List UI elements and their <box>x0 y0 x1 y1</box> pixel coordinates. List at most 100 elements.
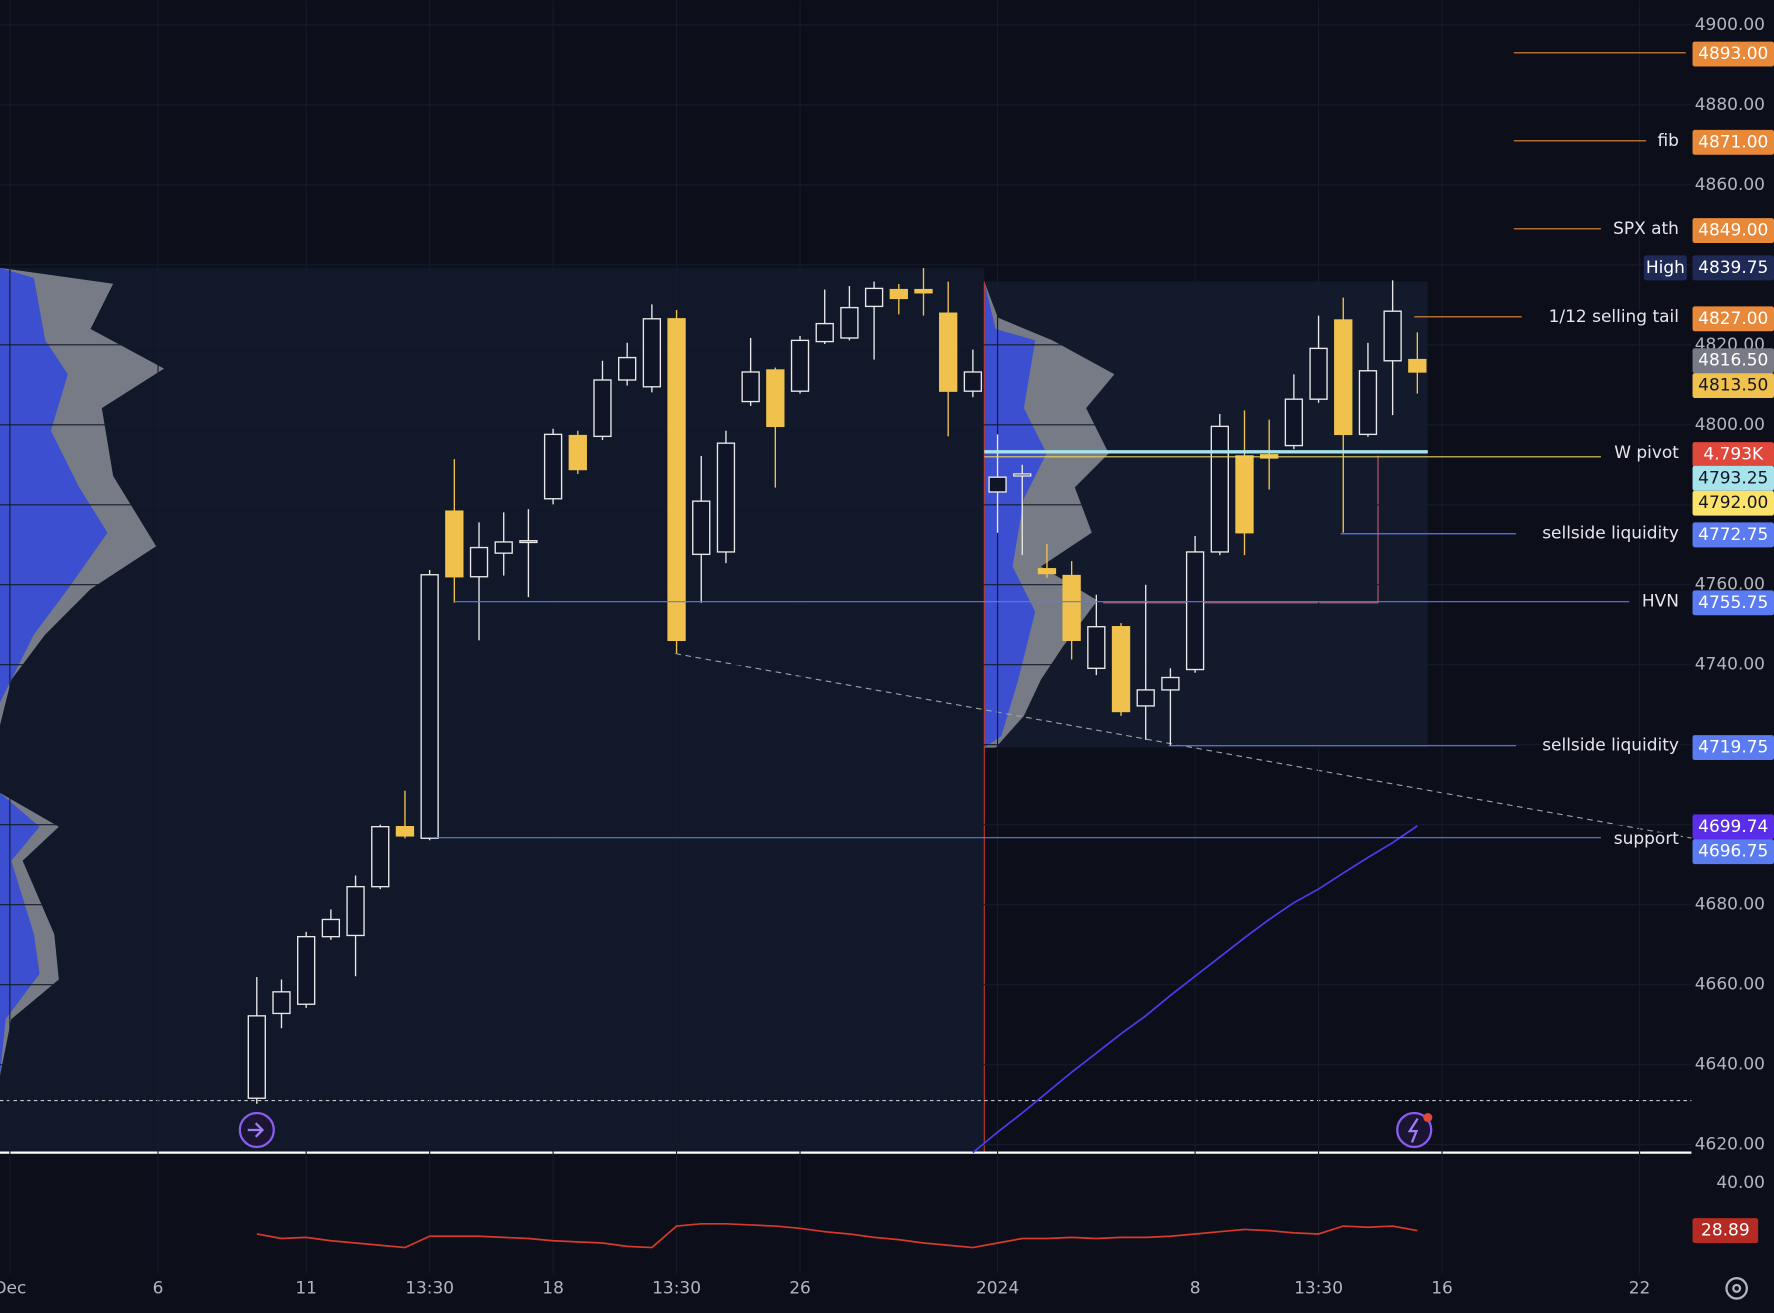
volume-profile <box>0 267 108 1076</box>
candle-body <box>766 369 785 428</box>
candle-body <box>1334 319 1353 436</box>
price-tag-label: 4871.00 <box>1698 132 1768 152</box>
candle-body <box>939 312 958 392</box>
candle-body <box>840 306 859 339</box>
candle-body <box>1358 370 1378 436</box>
level-text: sellside liquidity <box>1542 736 1679 756</box>
candle-body <box>593 379 612 438</box>
candle-body <box>988 476 1007 493</box>
price-tag-label: 4893.00 <box>1698 44 1768 64</box>
price-tag-label: 4839.75 <box>1698 258 1768 278</box>
candle-body <box>272 991 291 1015</box>
price-tag <box>1692 590 1774 616</box>
label-box <box>1643 255 1687 281</box>
candle-body <box>371 826 390 888</box>
trendline <box>675 653 1692 839</box>
x-tick-label: 6 <box>153 1278 164 1298</box>
candle-body <box>1284 398 1304 447</box>
candle-body <box>321 918 341 938</box>
candle-body <box>667 318 686 642</box>
moving-average <box>972 825 1418 1154</box>
y-tick-label: 4800.00 <box>1695 415 1765 435</box>
event-icon-glyph <box>1407 1118 1419 1143</box>
price-tag <box>1692 218 1774 243</box>
candle-body <box>247 1015 266 1099</box>
candle-body <box>889 288 908 300</box>
indicator-line <box>256 1222 1418 1249</box>
candle-body <box>790 339 810 392</box>
price-tag <box>1692 465 1774 491</box>
level-text: W pivot <box>1614 443 1679 463</box>
price-tag <box>1692 255 1774 281</box>
candle-body <box>716 442 736 553</box>
x-tick-label: 18 <box>542 1278 564 1298</box>
price-tag-label: 4.793K <box>1703 445 1764 465</box>
price-tag <box>1692 41 1774 67</box>
price-tag <box>1692 129 1774 155</box>
candle-body <box>914 288 933 294</box>
price-tag-label: 4816.50 <box>1698 351 1768 371</box>
y-tick-label: 4640.00 <box>1695 1055 1765 1075</box>
y-tick-label: 4620.00 <box>1695 1135 1765 1155</box>
price-tag-label: 28.89 <box>1701 1221 1750 1241</box>
price-tag <box>1692 1218 1759 1244</box>
y-tick-label: 4760.00 <box>1695 575 1765 595</box>
price-tag <box>1692 348 1774 374</box>
x-tick-label: 26 <box>789 1278 811 1298</box>
price-tag-label: 4755.75 <box>1698 593 1768 613</box>
price-tag-label: 4792.00 <box>1698 493 1768 513</box>
level-text: SPX ath <box>1613 219 1679 239</box>
price-tag <box>1692 306 1774 332</box>
event-icon-glyph <box>247 1122 265 1138</box>
candle-body <box>469 546 489 578</box>
candle-body <box>568 434 587 471</box>
price-tag <box>1692 442 1774 467</box>
y-tick-label: 4860.00 <box>1695 175 1765 195</box>
price-tag <box>1692 839 1774 865</box>
candle-body <box>642 318 662 388</box>
candle-body <box>1161 676 1180 691</box>
price-tag <box>1692 814 1774 840</box>
x-tick-label: 2024 <box>976 1278 1019 1298</box>
candle-body <box>1136 689 1155 707</box>
level-text: HVN <box>1642 592 1679 612</box>
event-icon[interactable] <box>1396 1111 1433 1149</box>
candle-body <box>1111 626 1131 713</box>
candle-body <box>1408 358 1427 373</box>
level-text: support <box>1614 829 1679 849</box>
x-tick-label: 13:30 <box>652 1278 701 1298</box>
y-tick-label: 4880.00 <box>1695 95 1765 115</box>
candle-body <box>692 500 711 556</box>
level-text: 1/12 selling tail <box>1549 307 1679 327</box>
candle-body <box>519 540 538 544</box>
profile-range <box>0 267 985 1153</box>
x-tick-label: 22 <box>1629 1278 1651 1298</box>
y-tick-label: 4900.00 <box>1695 15 1765 35</box>
candle-body <box>346 885 365 937</box>
settings-icon[interactable] <box>1725 1277 1748 1300</box>
x-tick-label: 13:30 <box>405 1278 454 1298</box>
y-tick-label: 4680.00 <box>1695 895 1765 915</box>
candle-body <box>1383 310 1402 362</box>
candle-body <box>963 371 983 392</box>
x-tick-label: 11 <box>295 1278 317 1298</box>
candle-body <box>494 541 513 554</box>
candle-body <box>1062 574 1081 642</box>
candle-body <box>618 356 637 381</box>
price-tag <box>1692 490 1774 516</box>
y-tick-label: 4740.00 <box>1695 655 1765 675</box>
price-tag <box>1692 735 1774 761</box>
x-tick-label: Dec <box>0 1278 26 1298</box>
volume-profile <box>984 281 1047 748</box>
candle-body <box>420 574 439 839</box>
candle-body <box>1013 473 1032 477</box>
price-tag-label: 4696.75 <box>1698 842 1768 862</box>
price-tag-label: 4793.25 <box>1698 468 1768 488</box>
candle-body <box>445 510 464 578</box>
candle-body <box>1235 455 1254 534</box>
price-tag-label: 4699.74 <box>1698 817 1768 837</box>
notification-dot <box>1423 1113 1433 1123</box>
candle-body <box>395 826 415 837</box>
